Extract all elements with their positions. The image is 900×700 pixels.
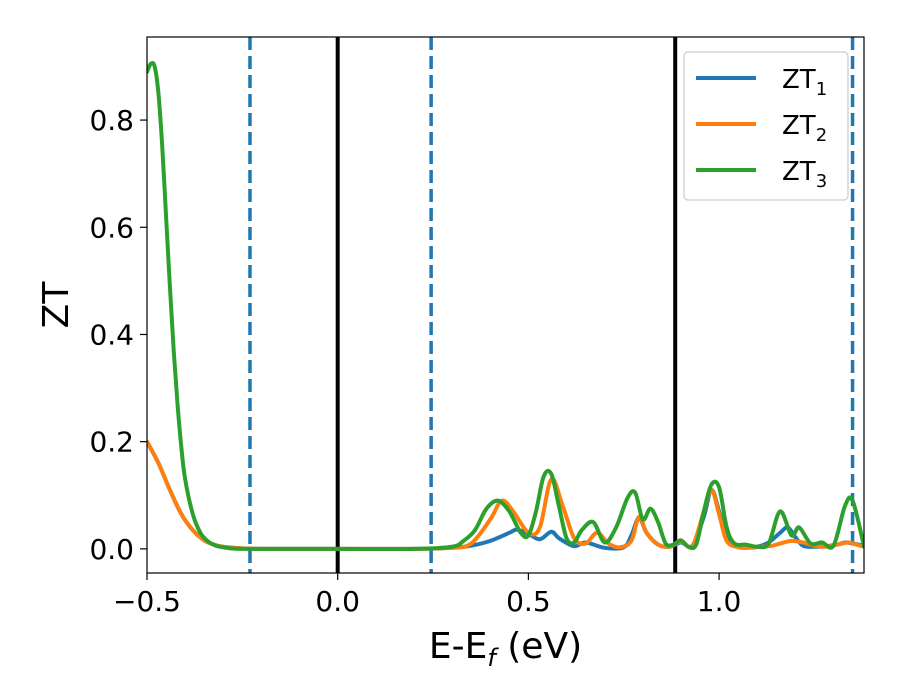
y-tick-label: 0.8	[89, 104, 134, 137]
series-lines	[147, 60, 864, 552]
y-tick-label: 0.4	[89, 318, 134, 351]
reference-lines	[248, 37, 855, 573]
y-axis-label: ZT	[36, 281, 77, 329]
legend-label-2: ZT2	[782, 111, 827, 146]
y-tick-label: 0.0	[89, 533, 134, 566]
y-tick-label: 0.6	[89, 211, 134, 244]
legend-box	[683, 51, 849, 201]
x-tick-label: 1.0	[697, 585, 742, 618]
legend: ZT1 ZT2 ZT3	[683, 51, 849, 201]
y-tick-label: 0.2	[89, 426, 134, 459]
x-tick-label: −0.5	[113, 585, 181, 618]
x-tick-label: 0.0	[315, 585, 360, 618]
x-axis-ticks: −0.5 0.0 0.5 1.0	[113, 573, 741, 618]
legend-label-3: ZT3	[782, 157, 827, 192]
x-tick-label: 0.5	[506, 585, 551, 618]
plot-frame	[146, 36, 865, 574]
series-line-3	[147, 60, 864, 552]
x-axis-label: E-Ef (eV)	[429, 626, 582, 672]
legend-label-1: ZT1	[782, 65, 827, 100]
y-axis-ticks: 0.0 0.2 0.4 0.6 0.8	[89, 104, 147, 566]
series-line-1	[147, 439, 864, 551]
